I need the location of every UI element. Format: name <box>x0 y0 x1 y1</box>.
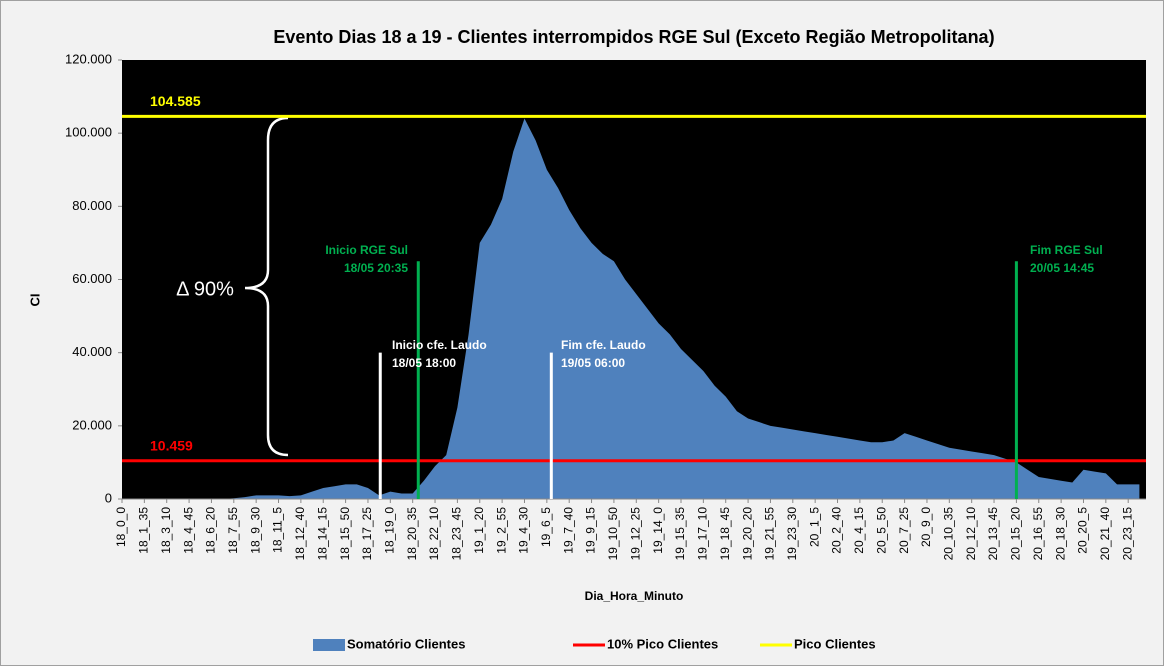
legend-label: Somatório Clientes <box>347 636 465 651</box>
annotation-text: 18/05 18:00 <box>392 356 456 370</box>
y-tick-label: 60.000 <box>72 271 112 286</box>
x-tick-label: 20_4_15 <box>852 507 866 554</box>
x-tick-label: 20_23_15 <box>1120 507 1134 561</box>
x-tick-label: 19_1_20 <box>472 507 486 554</box>
x-tick-label: 18_3_10 <box>159 507 173 554</box>
annotation-text: Fim RGE Sul <box>1030 243 1103 257</box>
x-tick-label: 20_2_40 <box>830 507 844 554</box>
delta-label: Δ 90% <box>176 278 234 300</box>
x-tick-label: 19_12_25 <box>628 507 642 561</box>
x-tick-label: 19_10_50 <box>606 507 620 561</box>
x-tick-label: 18_22_10 <box>427 507 441 561</box>
x-tick-label: 18_14_15 <box>315 507 329 561</box>
x-tick-label: 20_16_55 <box>1031 507 1045 561</box>
y-tick-label: 100.000 <box>65 125 112 140</box>
x-tick-label: 18_15_50 <box>338 507 352 561</box>
x-tick-label: 18_1_35 <box>137 507 151 554</box>
annotation-text: 20/05 14:45 <box>1030 261 1094 275</box>
reference-label: 10.459 <box>150 437 193 453</box>
x-tick-label: 20_1_5 <box>807 507 821 547</box>
x-tick-label: 19_2_55 <box>494 507 508 554</box>
x-tick-label: 18_11_5 <box>271 507 285 553</box>
x-tick-label: 18_19_0 <box>382 507 396 554</box>
legend-swatch <box>313 639 345 651</box>
x-tick-label: 18_7_55 <box>226 507 240 554</box>
x-tick-label: 20_15_20 <box>1009 507 1023 561</box>
x-tick-label: 18_23_45 <box>450 507 464 561</box>
x-tick-label: 19_21_55 <box>763 507 777 561</box>
x-tick-label: 20_20_5 <box>1076 507 1090 554</box>
x-tick-label: 18_6_20 <box>204 507 218 554</box>
x-tick-label: 20_5_50 <box>874 507 888 554</box>
annotation-text: Fim cfe. Laudo <box>561 338 646 352</box>
x-tick-label: 20_13_45 <box>986 507 1000 561</box>
x-tick-label: 20_7_25 <box>897 507 911 554</box>
x-tick-label: 20_12_10 <box>964 507 978 561</box>
x-tick-label: 19_20_20 <box>740 507 754 561</box>
x-axis-title: Dia_Hora_Minuto <box>585 589 684 603</box>
chart-title: Evento Dias 18 a 19 - Clientes interromp… <box>273 27 994 47</box>
y-tick-label: 20.000 <box>72 417 112 432</box>
y-axis-title: CI <box>27 294 42 307</box>
x-tick-label: 20_10_35 <box>941 507 955 561</box>
x-tick-label: 19_14_0 <box>651 507 665 554</box>
x-tick-label: 19_4_30 <box>517 507 531 554</box>
legend-label: Pico Clientes <box>794 636 876 651</box>
x-tick-label: 19_23_30 <box>785 507 799 561</box>
y-tick-label: 0 <box>105 490 112 505</box>
x-tick-label: 18_4_45 <box>181 507 195 554</box>
x-tick-label: 19_7_40 <box>561 507 575 554</box>
legend-label: 10% Pico Clientes <box>607 636 718 651</box>
x-tick-label: 18_12_40 <box>293 507 307 561</box>
reference-label: 104.585 <box>150 93 201 109</box>
x-tick-label: 19_18_45 <box>718 507 732 561</box>
y-tick-label: 40.000 <box>72 344 112 359</box>
x-tick-label: 19_6_5 <box>539 507 553 547</box>
area <box>122 118 1140 500</box>
x-tick-label: 20_9_0 <box>919 507 933 547</box>
x-tick-label: 19_17_10 <box>696 507 710 561</box>
x-tick-label: 18_20_35 <box>405 507 419 561</box>
x-tick-label: 19_15_35 <box>673 507 687 561</box>
y-tick-label: 80.000 <box>72 198 112 213</box>
x-tick-label: 20_18_30 <box>1053 507 1067 561</box>
x-tick-label: 18_9_30 <box>248 507 262 554</box>
annotation-text: Inicio RGE Sul <box>325 243 408 257</box>
x-tick-label: 20_21_40 <box>1098 507 1112 561</box>
y-tick-label: 120.000 <box>65 51 112 66</box>
x-tick-label: 18_0_0 <box>114 507 128 547</box>
annotation-text: 18/05 20:35 <box>344 261 408 275</box>
x-tick-label: 18_17_25 <box>360 507 374 561</box>
brace <box>244 116 289 457</box>
x-tick-label: 19_9_15 <box>584 507 598 554</box>
annotation-text: Inicio cfe. Laudo <box>392 338 487 352</box>
annotation-text: 19/05 06:00 <box>561 356 625 370</box>
